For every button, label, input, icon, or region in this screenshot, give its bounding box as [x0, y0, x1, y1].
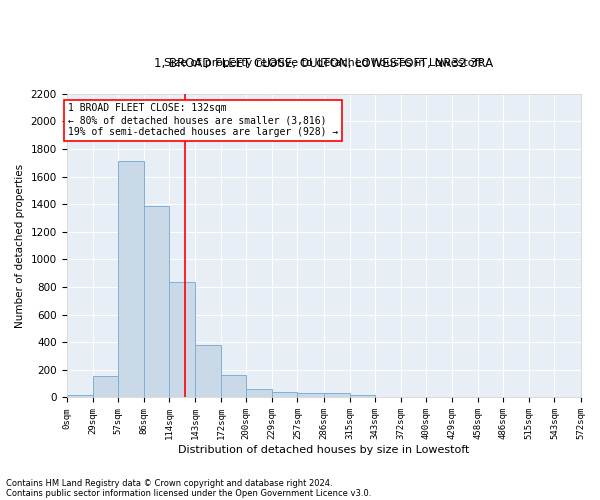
Bar — [169, 282, 195, 398]
Text: Contains HM Land Registry data © Crown copyright and database right 2024.: Contains HM Land Registry data © Crown c… — [6, 478, 332, 488]
Bar — [323, 394, 350, 398]
Bar — [92, 376, 118, 398]
Y-axis label: Number of detached properties: Number of detached properties — [15, 164, 25, 328]
Text: 1, BROAD FLEET CLOSE, OULTON, LOWESTOFT, NR32 3RA: 1, BROAD FLEET CLOSE, OULTON, LOWESTOFT,… — [154, 56, 493, 70]
Text: 1 BROAD FLEET CLOSE: 132sqm
← 80% of detached houses are smaller (3,816)
19% of : 1 BROAD FLEET CLOSE: 132sqm ← 80% of det… — [68, 104, 338, 136]
Bar — [298, 394, 323, 398]
X-axis label: Distribution of detached houses by size in Lowestoft: Distribution of detached houses by size … — [178, 445, 469, 455]
Bar — [350, 394, 375, 398]
Bar — [221, 374, 246, 398]
Title: Size of property relative to detached houses in Lowestoft: Size of property relative to detached ho… — [164, 58, 483, 68]
Bar — [144, 206, 169, 398]
Bar — [195, 345, 221, 398]
Text: Contains public sector information licensed under the Open Government Licence v3: Contains public sector information licen… — [6, 488, 371, 498]
Bar — [67, 394, 92, 398]
Bar — [246, 388, 272, 398]
Bar — [118, 162, 144, 398]
Bar — [272, 392, 298, 398]
